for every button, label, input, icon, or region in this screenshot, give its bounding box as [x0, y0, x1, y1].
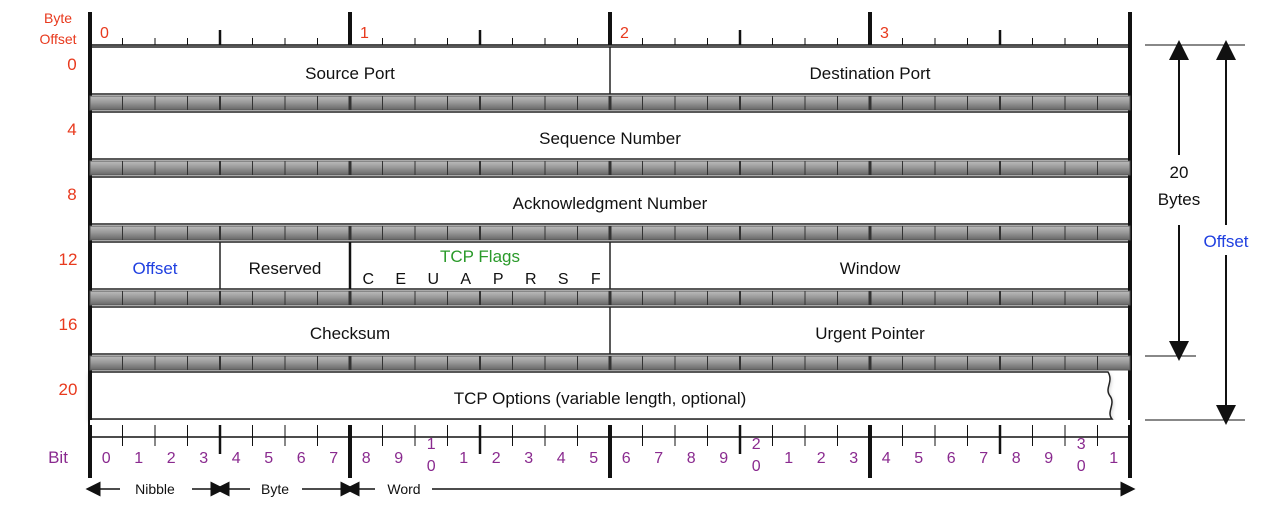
- bottom-bit-ruler: [88, 425, 1132, 478]
- bit-numbers: 0 1 2 3 4 5 6 7 8 910 1 2 3 4 5 6 7 8 920 1 2 3 4 5 6 7 8 930 1: [102, 436, 1119, 475]
- bit-number: 9: [719, 450, 728, 467]
- bit-number: 8: [362, 450, 371, 467]
- flag-letter: U: [427, 271, 439, 288]
- header-row: [89, 111, 1131, 160]
- bit-number: 4: [557, 450, 566, 467]
- row-offset-8: 8: [67, 185, 76, 204]
- bit-number: 8: [687, 450, 696, 467]
- field-sequence-number: Sequence Number: [539, 129, 681, 148]
- options-row: [89, 371, 1114, 420]
- bit-number: 4: [882, 450, 891, 467]
- bit-number: 9: [394, 450, 403, 467]
- byte-number: 0: [100, 25, 109, 42]
- bit-number: 9: [1044, 450, 1053, 467]
- flag-letter: F: [591, 271, 601, 288]
- row-offset-12: 12: [59, 250, 78, 269]
- bit-number: 5: [914, 450, 923, 467]
- byte-offset-label: Offset: [39, 31, 76, 47]
- header-size-unit: Bytes: [1158, 190, 1201, 209]
- field-tcp-options: TCP Options (variable length, optional): [454, 389, 747, 408]
- field-checksum: Checksum: [310, 324, 390, 343]
- bit-number: 4: [232, 450, 241, 467]
- bit-number: 7: [654, 450, 663, 467]
- bit-number: 0: [427, 458, 436, 475]
- byte-label: Byte: [261, 481, 289, 497]
- row-offset-0: 0: [67, 55, 76, 74]
- header-size-value: 20: [1170, 163, 1189, 182]
- bit-number: 1: [784, 450, 793, 467]
- bit-number: 8: [1012, 450, 1021, 467]
- field-window: Window: [840, 259, 901, 278]
- flag-letter: R: [525, 271, 537, 288]
- bit-number: 3: [1077, 436, 1086, 453]
- bit-number: 5: [589, 450, 598, 467]
- bit-number: 1: [459, 450, 468, 467]
- bit-number: 2: [167, 450, 176, 467]
- field-acknowledgment-number: Acknowledgment Number: [513, 194, 708, 213]
- data-offset-label: Offset: [1203, 232, 1248, 251]
- bit-number: 1: [427, 436, 436, 453]
- bit-number: 0: [102, 450, 111, 467]
- header-row: [89, 176, 1131, 225]
- word-span: Word: [344, 481, 1136, 497]
- flag-letter: A: [460, 271, 471, 288]
- field-destination-port: Destination Port: [810, 64, 931, 83]
- row-offset-16: 16: [59, 315, 78, 334]
- row-separators: [89, 95, 1131, 434]
- bit-number: 2: [817, 450, 826, 467]
- flag-letter: S: [558, 271, 569, 288]
- top-bit-ruler: 0 1 2 3: [88, 12, 1132, 46]
- field-urgent-pointer: Urgent Pointer: [815, 324, 925, 343]
- row-offset-4: 4: [67, 120, 76, 139]
- bit-number: 2: [752, 436, 761, 453]
- bit-number: 3: [199, 450, 208, 467]
- bit-number: 6: [297, 450, 306, 467]
- nibble-label: Nibble: [135, 481, 175, 497]
- byte-number: 3: [880, 25, 889, 42]
- bit-number: 3: [849, 450, 858, 467]
- byte-number: 1: [360, 25, 369, 42]
- nibble-span: Nibble: [85, 481, 226, 497]
- header-rows: [88, 12, 1132, 452]
- byte-number: 2: [620, 25, 629, 42]
- bit-number: 0: [752, 458, 761, 475]
- bit-number: 7: [329, 450, 338, 467]
- bit-number: 5: [264, 450, 273, 467]
- field-source-port: Source Port: [305, 64, 395, 83]
- flag-letter: P: [493, 271, 504, 288]
- bit-number: 0: [1077, 458, 1086, 475]
- field-data-offset: Offset: [132, 259, 177, 278]
- bit-number: 7: [979, 450, 988, 467]
- bit-number: 1: [134, 450, 143, 467]
- bit-label: Bit: [48, 448, 68, 467]
- flag-letter: E: [395, 271, 406, 288]
- bit-number: 2: [492, 450, 501, 467]
- bit-number: 1: [1109, 450, 1118, 467]
- bit-number: 3: [524, 450, 533, 467]
- field-reserved: Reserved: [249, 259, 322, 278]
- word-label: Word: [387, 481, 420, 497]
- bit-number: 6: [622, 450, 631, 467]
- data-offset-indicator: Offset: [1203, 40, 1249, 425]
- byte-offset-label: Byte: [44, 10, 72, 26]
- bit-number: 6: [947, 450, 956, 467]
- byte-span: Byte: [214, 481, 356, 497]
- row-offset-20: 20: [59, 380, 78, 399]
- field-tcp-flags-title: TCP Flags: [440, 247, 520, 266]
- flag-letter: C: [362, 271, 374, 288]
